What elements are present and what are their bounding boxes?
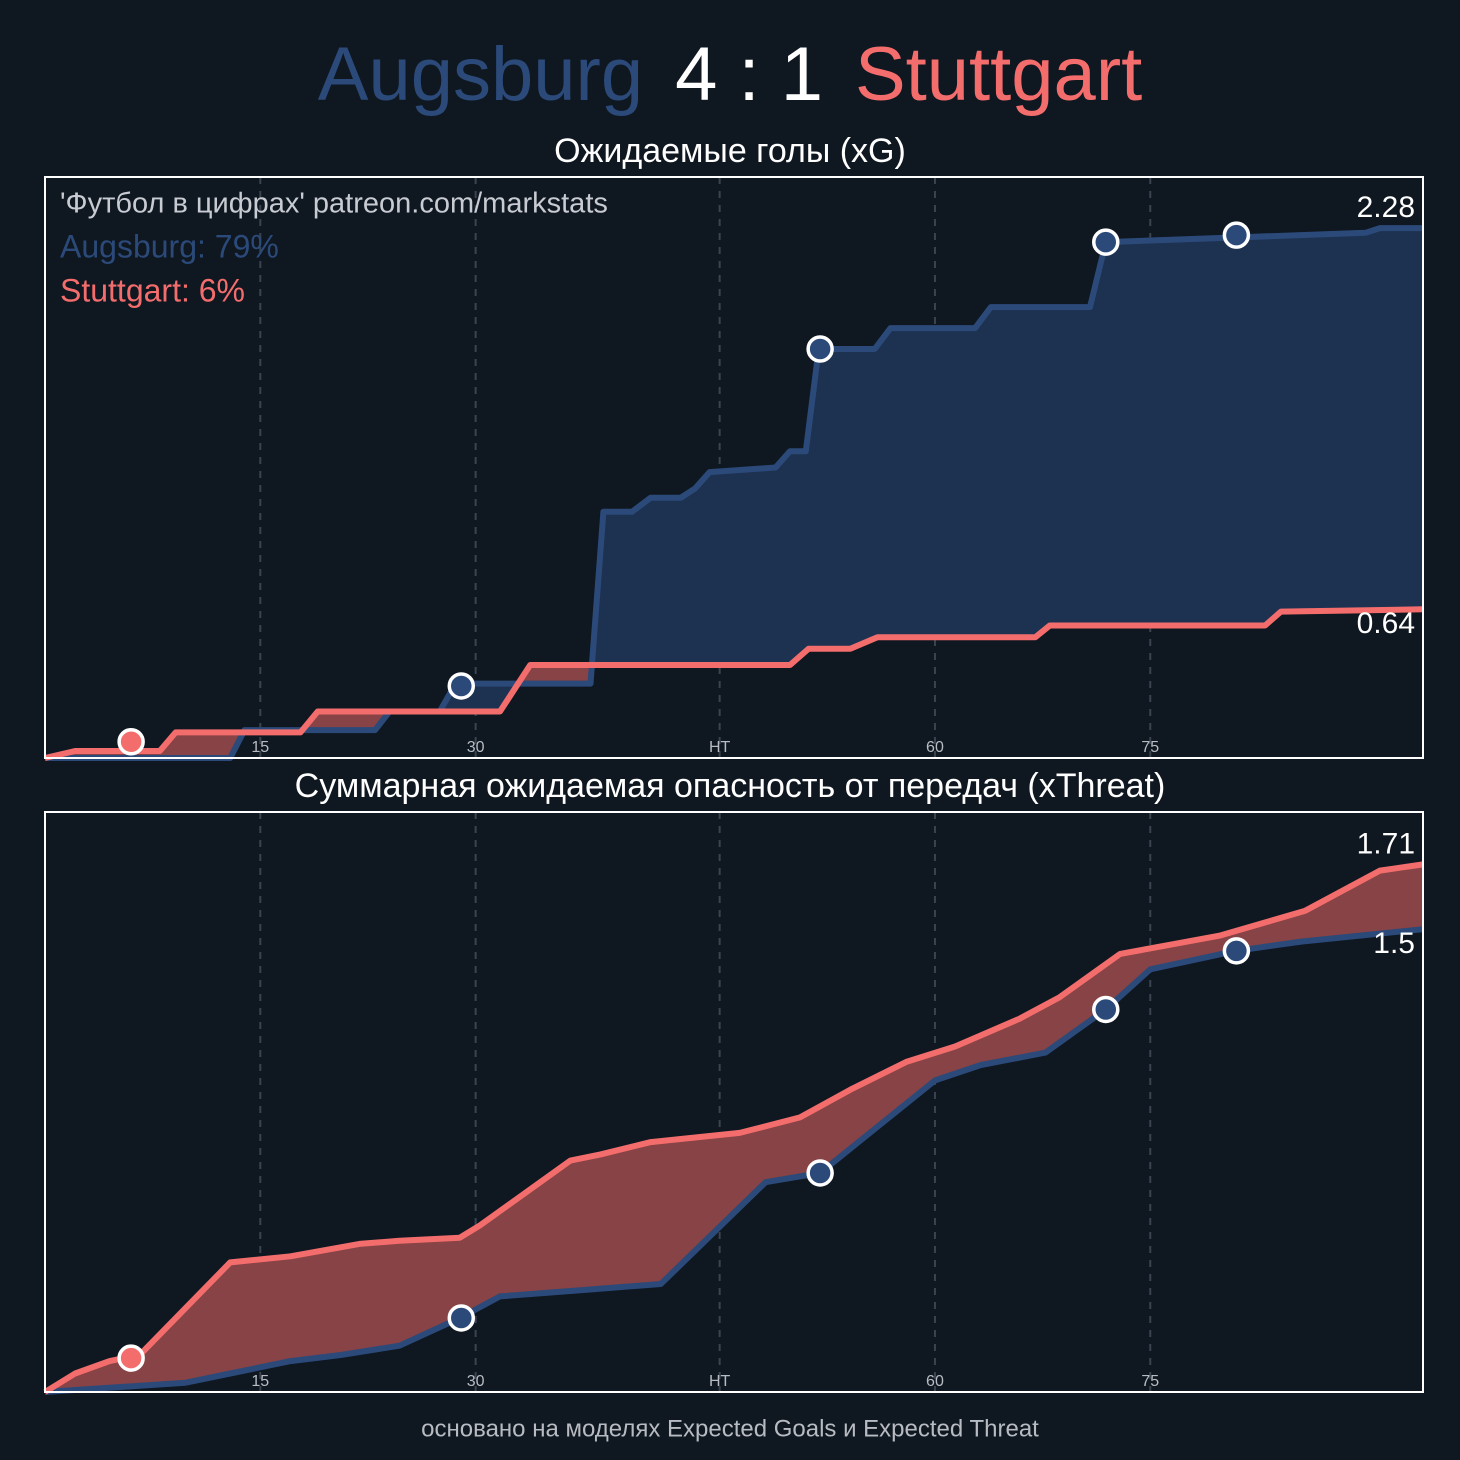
end-value-label: 2.28	[1357, 191, 1415, 224]
annotation: 'Футбол в цифрах' patreon.com/markstats	[60, 188, 608, 220]
x-tick-label: 75	[1141, 1373, 1159, 1390]
goal-marker	[1222, 937, 1251, 965]
plot-frame	[44, 811, 1424, 1393]
goal-marker	[117, 1344, 145, 1372]
x-tick-label: 30	[467, 739, 485, 756]
end-value-label: 1.5	[1373, 927, 1415, 960]
x-tick-label: 15	[251, 739, 269, 756]
plot-frame	[44, 176, 1424, 759]
series-line	[43, 861, 1424, 1395]
x-tick-label: 60	[926, 1373, 944, 1390]
goal-marker	[447, 1304, 476, 1332]
footer: основано на моделях Expected Goals и Exp…	[421, 1415, 1039, 1442]
x-tick-label: 30	[467, 1373, 485, 1390]
x-tick-label: 75	[1141, 739, 1159, 756]
goal-marker	[117, 727, 145, 756]
annotation: Augsburg: 79%	[60, 228, 279, 264]
panel-title: Ожидаемые голы (xG)	[554, 132, 906, 170]
home-team: Augsburg	[318, 32, 643, 117]
goal-marker	[1092, 228, 1120, 256]
annotation: Stuttgart: 6%	[60, 272, 245, 308]
match-title: Augsburg 4 : 1 Stuttgart	[318, 32, 1143, 117]
away-team: Stuttgart	[855, 32, 1142, 117]
goal-marker	[447, 672, 476, 700]
goal-marker	[1092, 995, 1120, 1024]
score: 4 : 1	[675, 32, 823, 117]
x-tick-label: 15	[251, 1373, 269, 1390]
goal-marker	[806, 1159, 834, 1187]
x-tick-label: HT	[709, 1373, 731, 1390]
series-line	[44, 606, 1424, 761]
series-line	[44, 926, 1424, 1395]
x-tick-label: 60	[926, 739, 944, 756]
end-value-label: 0.64	[1357, 607, 1415, 640]
x-tick-label: HT	[709, 739, 731, 756]
end-value-label: 1.71	[1357, 827, 1415, 860]
goal-marker	[806, 335, 834, 363]
panel-title: Суммарная ожидаемая опасность от передач…	[295, 767, 1166, 805]
goal-marker	[1222, 221, 1251, 249]
